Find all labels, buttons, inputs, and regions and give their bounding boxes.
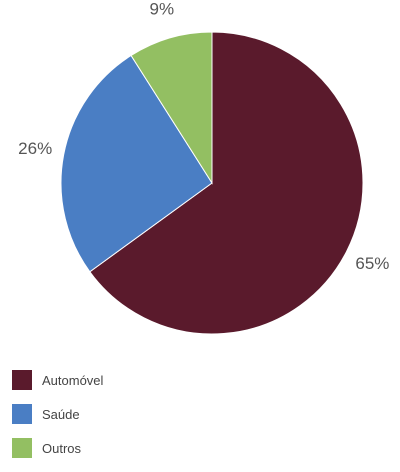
legend-swatch-outros <box>12 438 32 458</box>
pie-label-saude: 26% <box>18 139 52 158</box>
pie-slice-saude <box>60 54 213 273</box>
pie-slice-outros <box>130 31 213 185</box>
legend-label-automovel: Automóvel <box>42 372 104 388</box>
legend-swatch-automovel <box>12 370 32 390</box>
pie-label-automovel: 65% <box>355 254 389 273</box>
pie-label-outros: 9% <box>150 0 175 19</box>
legend-label-saude: Saúde <box>42 406 80 422</box>
legend-item-automovel: Automóvel <box>12 370 103 390</box>
pie-slice-labels: 65% 26% 9% <box>18 0 389 273</box>
legend-item-outros: Outros <box>12 438 103 458</box>
legend-item-saude: Saúde <box>12 404 103 424</box>
legend-swatch-saude <box>12 404 32 424</box>
legend-label-outros: Outros <box>42 440 82 456</box>
pie-slices <box>60 31 364 335</box>
chart-legend: Automóvel Saúde Outros <box>12 370 103 472</box>
pie-slice-automovel <box>89 31 364 335</box>
